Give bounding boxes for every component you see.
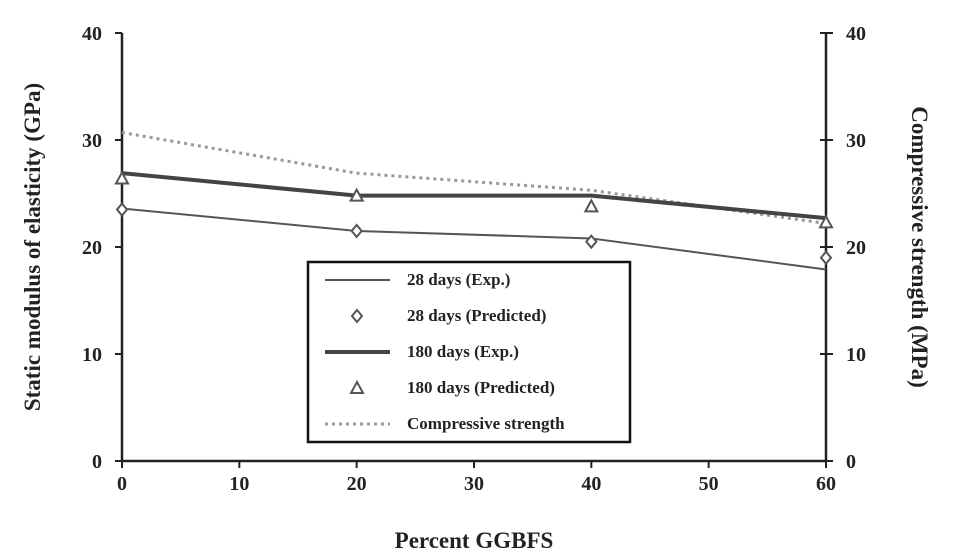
series-line-compressive-strength	[121, 131, 827, 225]
data-point-180-days-predicted	[818, 214, 834, 229]
legend-marker-28-days-predicted	[350, 308, 364, 324]
series-line-180-days-exp	[121, 171, 827, 221]
x-axis-label: Percent GGBFS	[395, 528, 554, 553]
y2-tick-label: 0	[846, 451, 856, 473]
data-point-180-days-predicted	[114, 170, 130, 185]
x-tick-label: 30	[464, 473, 484, 495]
data-point-28-days-predicted	[819, 250, 833, 266]
x-tick-label: 10	[229, 473, 249, 495]
y-tick-label: 10	[82, 344, 102, 366]
y-tick-label: 20	[82, 237, 102, 259]
x-tick-label: 0	[117, 473, 127, 495]
y-tick-label: 40	[82, 23, 102, 45]
x-tick-label: 60	[816, 473, 836, 495]
data-point-28-days-predicted	[585, 234, 598, 250]
legend-label: 180 days (Exp.)	[407, 342, 519, 361]
y-axis-label: Static modulus of elasticity (GPa)	[20, 83, 45, 411]
y2-tick-label: 10	[846, 344, 866, 366]
x-tick-label: 50	[699, 473, 719, 495]
y-tick-label: 0	[92, 451, 102, 473]
data-point-180-days-predicted	[348, 187, 365, 202]
legend-label: 28 days (Predicted)	[407, 306, 546, 325]
plot-area: 0 10 20 30 40 50 60 0 10 20 30 40 0 10 20 30 40	[82, 23, 866, 495]
legend: 28 days (Exp.) 28 days (Predicted) 180 day…	[306, 260, 632, 444]
legend-label: 28 days (Exp.)	[407, 270, 510, 289]
legend-marker-180-days-predicted	[349, 379, 365, 394]
y2-tick-label: 40	[846, 23, 866, 45]
legend-label: 180 days (Predicted)	[407, 378, 555, 397]
y2-tick-label: 20	[846, 237, 866, 259]
data-point-28-days-predicted	[115, 201, 129, 218]
y-tick-label: 30	[82, 130, 102, 152]
y2-axis-label: Compressive strength (MPa)	[907, 106, 932, 388]
y2-tick-label: 30	[846, 130, 866, 152]
data-point-28-days-predicted	[350, 223, 363, 239]
data-point-180-days-predicted	[583, 198, 600, 213]
x-tick-label: 40	[581, 473, 601, 495]
legend-label: Compressive strength	[407, 414, 565, 433]
x-tick-label: 20	[347, 473, 367, 495]
series-line-28-days-exp	[121, 207, 827, 271]
